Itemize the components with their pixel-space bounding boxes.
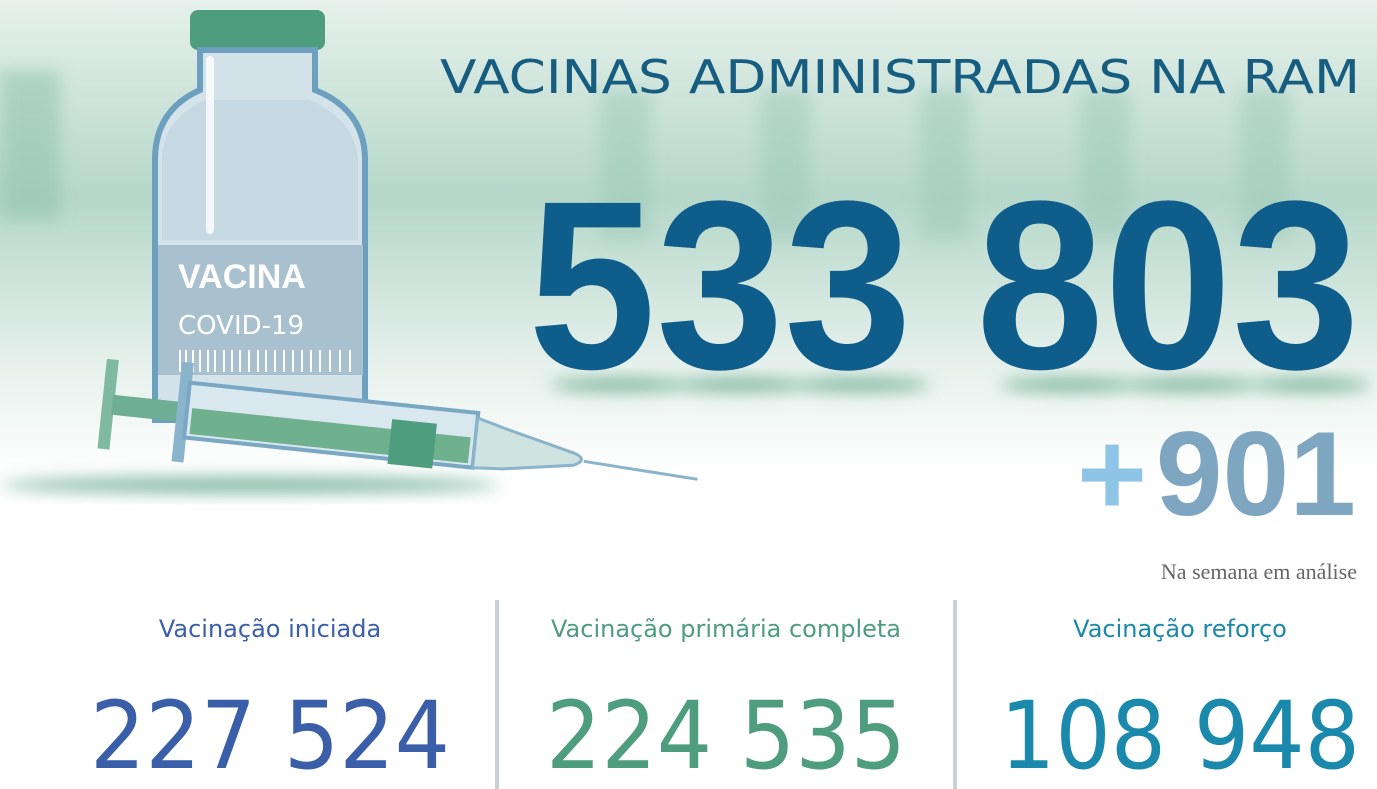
increment-sign: + <box>1077 407 1147 541</box>
stat-label: Vacinação iniciada <box>159 615 381 643</box>
increment: 901 <box>1156 407 1356 541</box>
increment-note: Na semana em análise <box>1161 559 1357 584</box>
vial-label: VACINA <box>178 258 306 296</box>
vial-sublabel: COVID-19 <box>178 311 304 341</box>
page: VACINA COVID-19 VACINAS ADMINISTRADAS NA… <box>0 0 1377 789</box>
stat-value: 227 524 <box>90 682 450 789</box>
total: 533 803 <box>528 151 1360 419</box>
stat-value: 224 535 <box>546 682 906 789</box>
title: VACINAS ADMINISTRADAS NA RAM <box>440 50 1360 104</box>
stat-value: 108 948 <box>1000 682 1360 789</box>
stat-label: Vacinação primária completa <box>551 615 901 643</box>
infographic: VACINA COVID-19 VACINAS ADMINISTRADAS NA… <box>0 0 1377 789</box>
stat-label: Vacinação reforço <box>1073 615 1287 643</box>
